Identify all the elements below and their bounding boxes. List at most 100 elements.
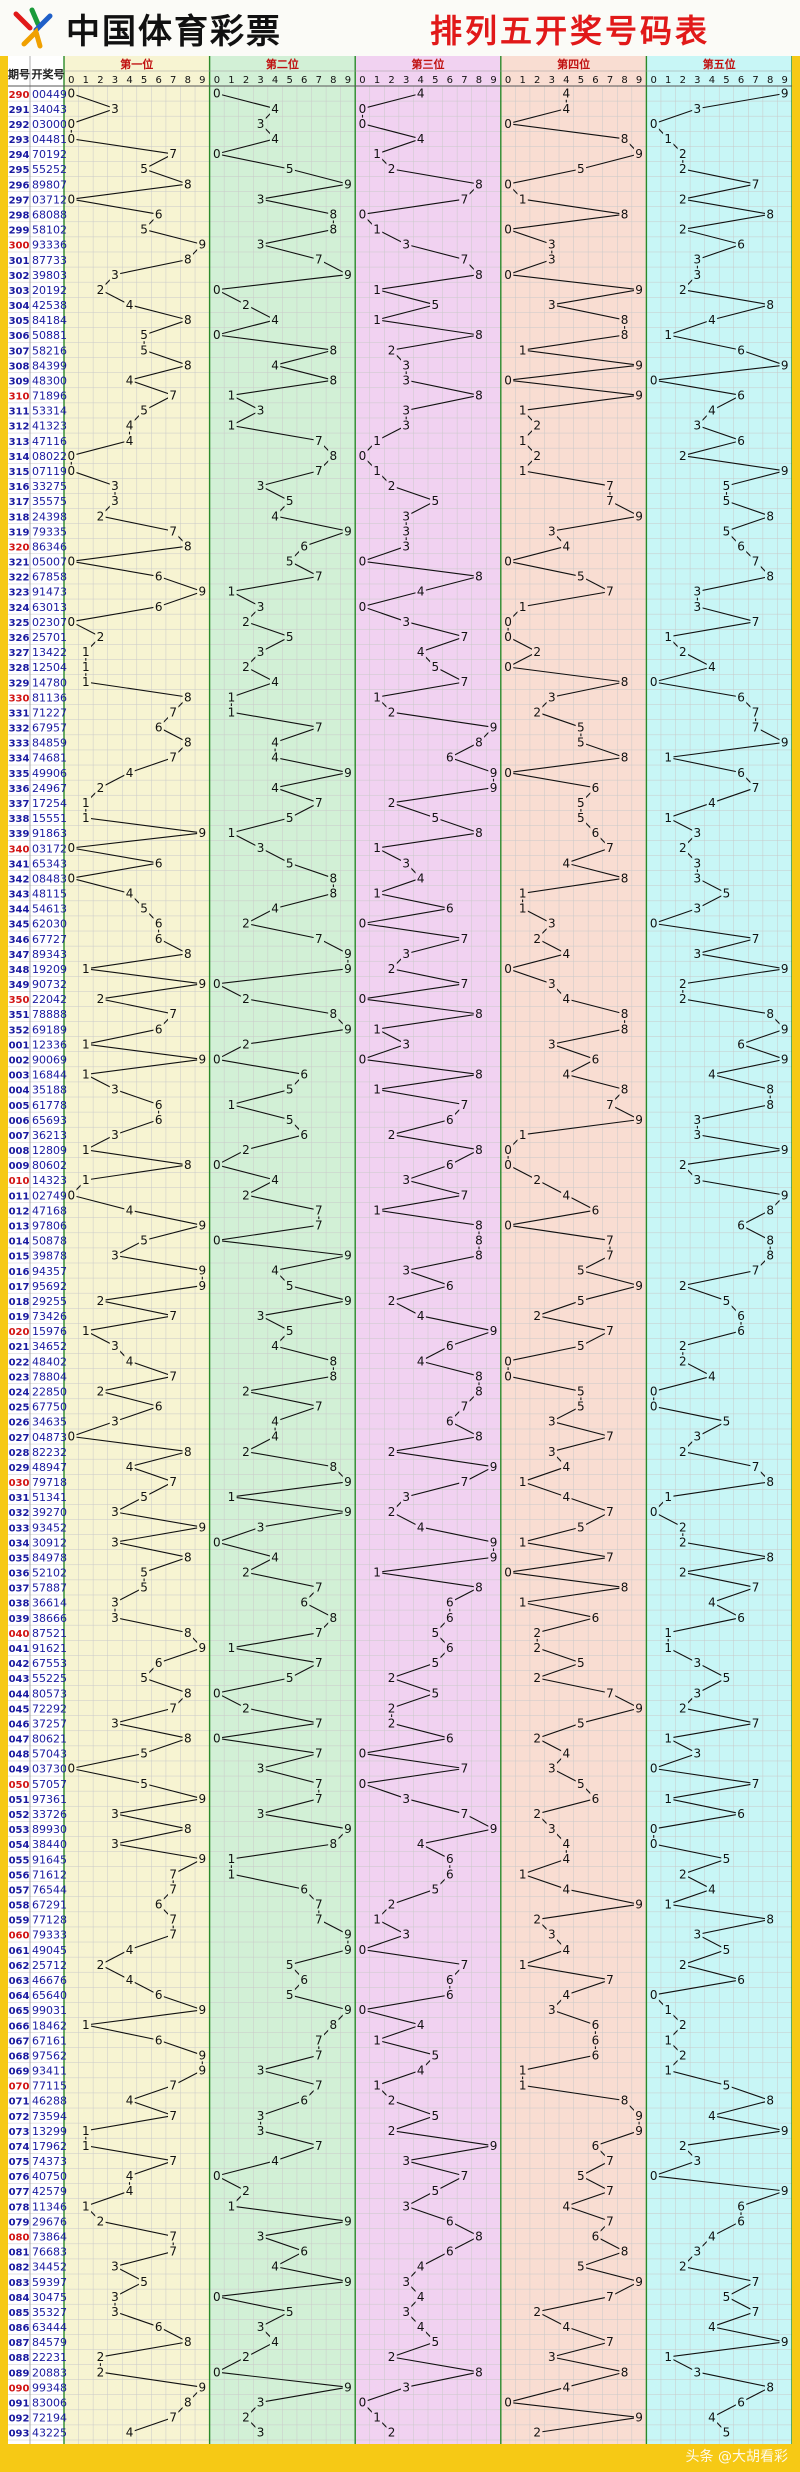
digit-mark: 9 [344,268,352,282]
digit-mark: 1 [519,343,527,357]
digit-mark-bg [197,2049,208,2062]
issue-label: 079 [9,2217,30,2228]
winning-number: 89930 [32,1823,67,1836]
digit-mark: 8 [766,207,774,221]
digit-mark: 0 [359,1777,367,1791]
digit-mark: 4 [126,419,134,433]
digit-mark-bg [532,1732,543,1745]
digit-mark-bg [444,1279,456,1292]
digit-mark: 5 [577,1294,585,1308]
digit-mark: 8 [766,1007,774,1021]
issue-label: 033 [9,1523,30,1534]
digit-mark-bg [153,1098,164,1111]
digit-mark: 8 [766,570,774,584]
digit-mark: 2 [679,1535,687,1549]
issue-label: 020 [9,1327,30,1338]
digit-tick: 5 [141,75,147,86]
digit-mark: 7 [606,841,614,855]
digit-mark-bg [415,2018,426,2032]
digit-mark-bg [532,419,543,432]
digit-mark: 1 [228,1641,236,1655]
winning-number: 99031 [32,2004,67,2017]
digit-mark: 6 [592,2033,600,2047]
digit-mark: 5 [140,1566,148,1580]
digit-mark: 2 [679,977,687,991]
digit-mark-bg [663,1898,674,1911]
digit-mark-bg [95,509,106,523]
winning-number: 04873 [32,1431,67,1444]
digit-mark-bg [444,2245,456,2258]
digit-mark-bg [473,1068,485,1081]
digit-mark-bg [692,253,703,266]
issue-label: 320 [9,542,30,553]
digit-mark: 0 [359,2003,367,2017]
digit-mark: 2 [533,2305,541,2319]
digit-mark: 0 [213,1158,221,1172]
digit-mark: 3 [402,2380,410,2394]
digit-mark-bg [371,1203,383,1217]
issue-label: 089 [9,2368,30,2379]
digit-mark: 3 [402,373,410,387]
digit-mark-bg [182,253,193,266]
digit-mark: 3 [402,947,410,961]
digit-mark: 8 [330,1611,338,1625]
digit-mark-bg [517,902,528,915]
digit-mark-bg [284,555,295,568]
digit-mark: 2 [388,1671,396,1685]
digit-mark-bg [444,751,456,764]
digit-mark: 2 [679,1445,687,1459]
digit-mark-bg [619,1083,630,1096]
digit-mark: 2 [388,1128,396,1142]
digit-mark-bg [153,856,164,870]
digit-mark: 0 [213,977,221,991]
digit-mark-bg [299,1068,310,1081]
digit-mark-bg [197,1279,208,1292]
issue-label: 295 [9,165,30,176]
digit-mark-bg [750,932,761,945]
digit-mark: 8 [475,1581,483,1595]
digit-mark: 1 [664,1626,672,1640]
digit-mark: 0 [504,630,512,644]
digit-mark: 2 [679,223,687,237]
digit-mark: 6 [446,2214,454,2228]
digit-mark-bg [197,1792,208,1805]
digit-mark-bg [444,2214,456,2228]
digit-mark: 0 [504,177,512,191]
digit-mark: 4 [708,2411,716,2425]
winning-number: 87521 [32,1627,67,1640]
trend-line-pos-1 [69,92,205,2434]
digit-mark-bg [255,2426,266,2439]
digit-mark: 2 [679,449,687,463]
digit-mark: 6 [446,902,454,916]
digit-mark: 9 [781,2335,789,2349]
digit-mark-bg [663,630,674,643]
digit-mark-bg [357,1747,368,1760]
digit-mark: 1 [373,223,381,237]
digit-mark-bg [750,1717,761,1730]
digit-mark-bg [735,1324,747,1338]
digit-mark: 1 [664,2003,672,2017]
digit-mark-bg [692,102,703,115]
digit-mark: 9 [344,1475,352,1489]
digit-mark: 2 [388,705,396,719]
winning-number: 02307 [32,616,67,629]
issue-label: 310 [9,392,30,403]
issue-label: 328 [9,663,30,674]
digit-mark: 6 [155,1022,163,1036]
digit-mark: 5 [140,1581,148,1595]
digit-mark: 7 [606,479,614,493]
issue-label: 298 [9,210,30,221]
issue-label: 030 [9,1478,30,1489]
digit-mark: 0 [213,1052,221,1066]
digit-mark-bg [109,1807,121,1820]
digit-mark-bg [663,328,674,342]
digit-mark-bg [95,630,106,643]
digit-tick: 4 [418,75,424,86]
digit-mark-bg [109,1083,121,1096]
digit-mark: 0 [359,555,367,569]
digit-mark: 1 [373,1203,381,1217]
digit-mark: 6 [446,1852,454,1866]
digit-mark: 0 [213,1234,221,1248]
digit-mark: 0 [213,328,221,342]
digit-mark: 6 [737,1973,745,1987]
